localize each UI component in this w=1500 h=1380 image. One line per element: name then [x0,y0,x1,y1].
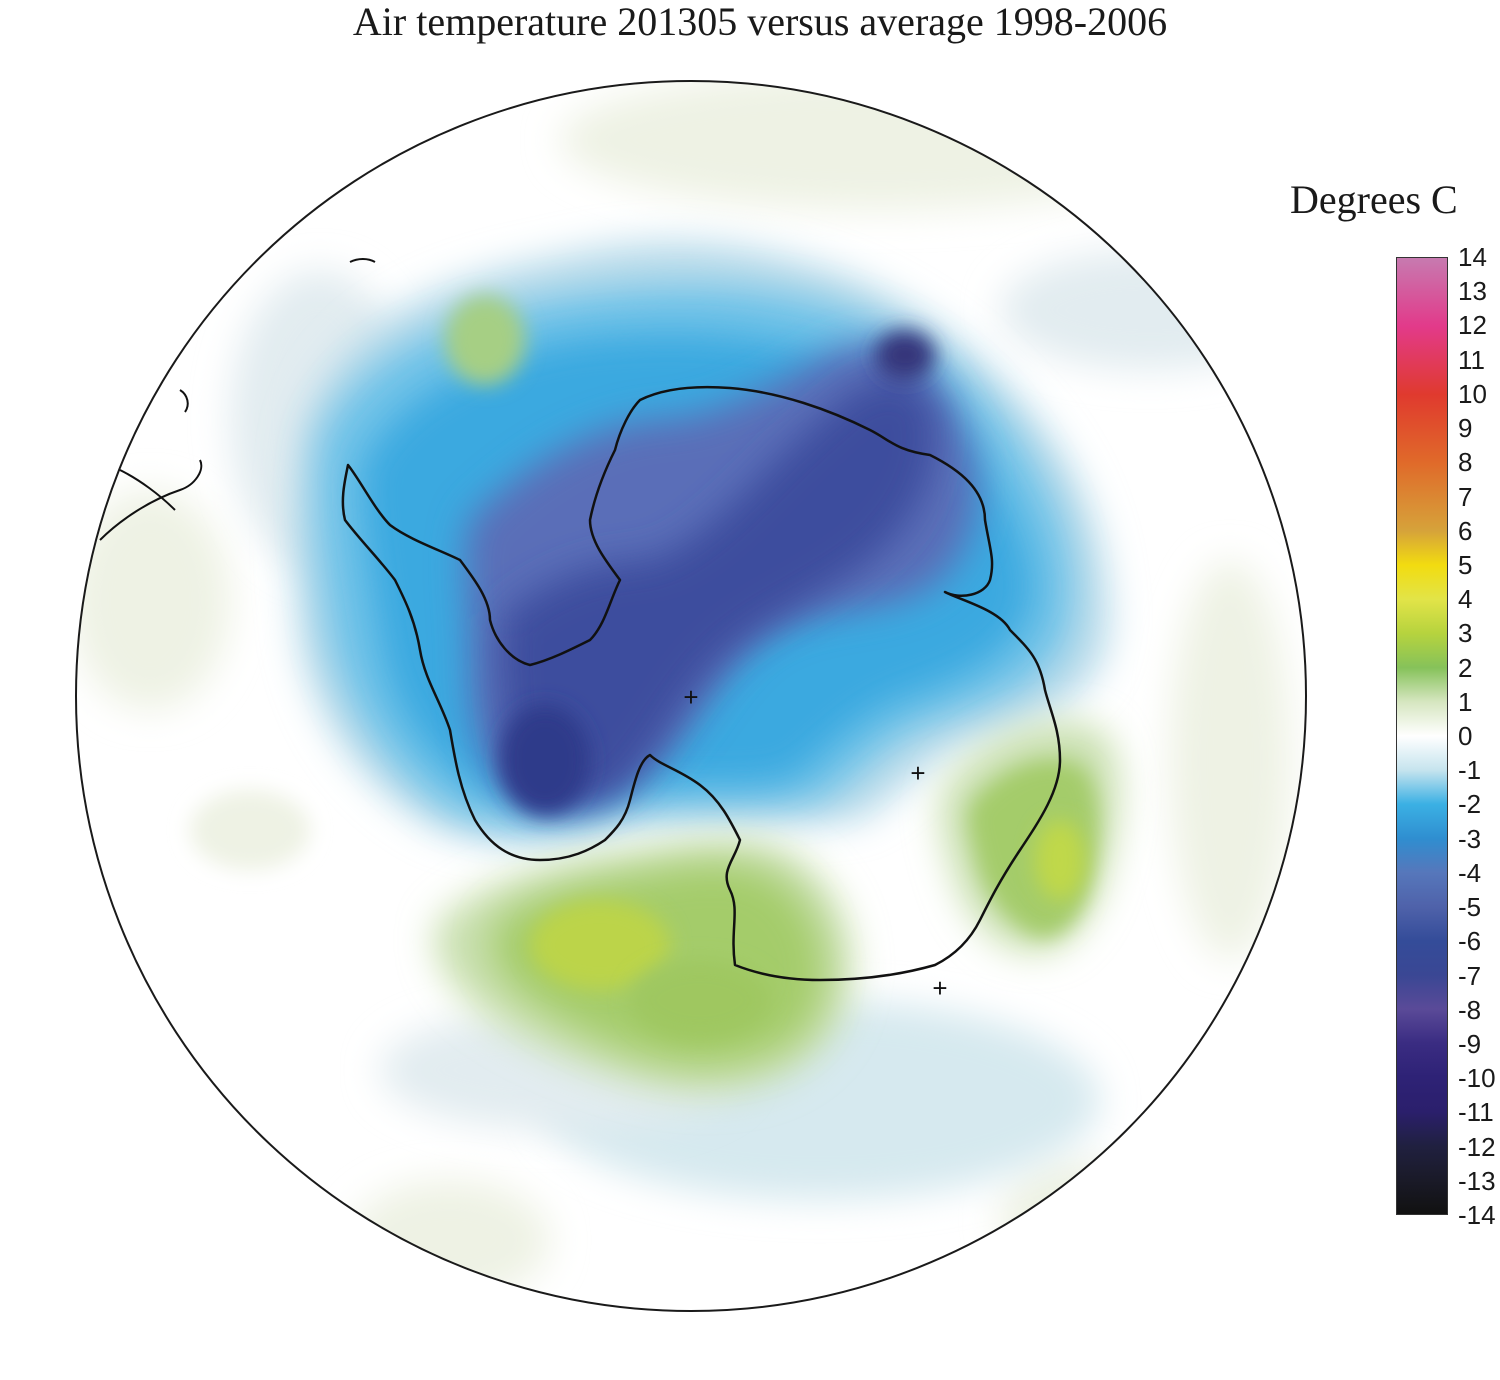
colorbar-tick-label: 11 [1458,344,1485,375]
pole-markers: + + + [683,682,947,1003]
colorbar-tick-label: 13 [1458,276,1487,307]
colorbar-tick-label: 5 [1458,549,1473,580]
pole-marker-icon: + [683,682,698,712]
colorbar-tick-label: -13 [1458,1165,1496,1196]
colorbar-tick-label: -3 [1458,823,1482,854]
island-outline [349,258,376,263]
colorbar-tick-label: 1 [1458,686,1473,717]
colorbar-tick-label: -1 [1458,755,1482,786]
colorbar-tick-label: 7 [1458,481,1473,512]
pole-marker-icon: + [910,758,925,788]
legend-title: Degrees C [1290,177,1458,222]
antarctica-coastline [341,385,1062,982]
colorbar-tick-label: 0 [1458,721,1473,751]
colorbar-tick-label: 6 [1458,515,1473,546]
colorbar-tick-label: 4 [1458,584,1473,615]
colorbar-tick-label: 14 [1458,242,1487,272]
colorbar-tick-label: -6 [1458,926,1482,957]
colorbar-tick-label: 2 [1458,652,1473,683]
colorbar-tick-label: -14 [1458,1200,1496,1230]
map-boundary-circle [75,80,1307,1312]
anomaly-field [76,81,1306,1311]
colorbar-tick-label: -12 [1458,1131,1496,1162]
colorbar-tick-label: -11 [1458,1097,1494,1128]
island-outline [179,389,189,413]
colorbar-tick-label: 9 [1458,413,1473,444]
new-zealand-outline [119,469,176,511]
colorbar-tick-label: 8 [1458,447,1473,478]
colorbar-tick-label: -9 [1458,1028,1482,1059]
pole-marker-icon: + [932,973,947,1003]
colorbar-tick-label: -4 [1458,857,1482,888]
map-title: Air temperature 201305 versus average 19… [352,0,1168,44]
colorbar-tick-label: -2 [1458,789,1482,820]
colorbar-tick-label: -5 [1458,892,1482,923]
colorbar [1396,257,1448,1215]
colorbar-tick-label: 10 [1458,378,1487,409]
colorbar-tick-label: -8 [1458,994,1482,1025]
colorbar-tick-label: 3 [1458,618,1473,649]
new-zealand-outline [99,459,203,541]
colorbar-tick-label: -7 [1458,960,1482,991]
colorbar-tick-label: -10 [1458,1063,1496,1094]
colorbar-ticks: 14 13 12 11 10 9 8 7 6 5 4 3 2 1 0 -1 -2 -3 -4 -5 -6 -7 -8 -9 -1… [1458,244,1500,1228]
colorbar-tick-label: 12 [1458,310,1487,341]
